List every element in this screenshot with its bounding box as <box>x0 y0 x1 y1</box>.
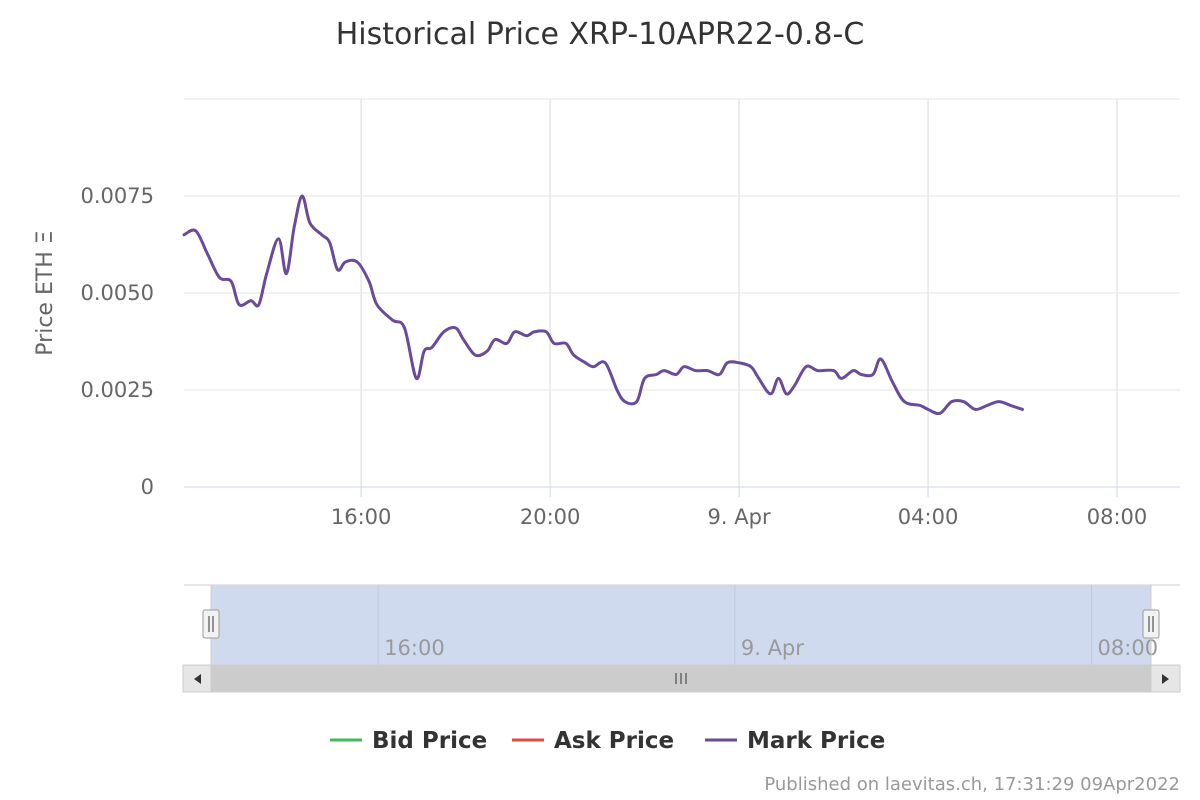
navigator-labels: 16:00 9. Apr 08:00 <box>384 636 1158 660</box>
credit-text[interactable]: Published on laevitas.ch, 17:31:29 09Apr… <box>764 774 1180 795</box>
legend-label: Bid Price <box>372 728 487 754</box>
mark-price-line <box>182 194 1024 416</box>
chart-title: Historical Price XRP-10APR22-0.8-C <box>336 17 865 52</box>
scroll-right-button[interactable] <box>1150 664 1181 693</box>
scrollbar[interactable] <box>182 664 1181 693</box>
y-tick-label: 0.0050 <box>81 281 154 305</box>
x-tick-label: 08:00 <box>1087 505 1148 529</box>
scroll-left-button[interactable] <box>182 664 212 693</box>
navigator-handle-left[interactable] <box>202 609 220 639</box>
x-tick-label: 16:00 <box>331 505 392 529</box>
arrow-right-icon <box>1162 674 1169 684</box>
navigator-handle-right[interactable] <box>1142 609 1160 639</box>
grip-icon <box>675 673 687 684</box>
x-tick-label: 20:00 <box>520 505 581 529</box>
navigator-label: 08:00 <box>1098 636 1159 660</box>
arrow-left-icon <box>194 674 201 684</box>
x-tick-label: 04:00 <box>898 505 959 529</box>
y-gridlines <box>184 98 1180 391</box>
y-tick-label: 0.0075 <box>81 184 154 208</box>
x-tick-label: 9. Apr <box>708 505 771 529</box>
y-axis-ticks: 0 0.0025 0.0050 0.0075 <box>81 184 154 499</box>
navigator[interactable]: 16:00 9. Apr 08:00 <box>184 584 1180 665</box>
legend: Bid Price Ask Price Mark Price <box>330 728 885 754</box>
x-axis-ticks: 16:00 20:00 9. Apr 04:00 08:00 <box>331 487 1147 529</box>
legend-item-mark-price[interactable]: Mark Price <box>705 728 885 754</box>
legend-label: Ask Price <box>554 728 674 754</box>
y-axis-title: Price ETH Ξ <box>33 230 58 355</box>
legend-item-ask-price[interactable]: Ask Price <box>512 728 674 754</box>
y-tick-label: 0 <box>141 475 154 499</box>
navigator-mask[interactable] <box>211 585 1151 665</box>
series-layer <box>182 194 1024 416</box>
navigator-label: 16:00 <box>384 636 445 660</box>
legend-item-bid-price[interactable]: Bid Price <box>330 728 487 754</box>
navigator-gridlines <box>377 585 1093 665</box>
legend-label: Mark Price <box>747 728 885 754</box>
y-tick-label: 0.0025 <box>81 378 154 402</box>
navigator-label: 9. Apr <box>741 636 804 660</box>
